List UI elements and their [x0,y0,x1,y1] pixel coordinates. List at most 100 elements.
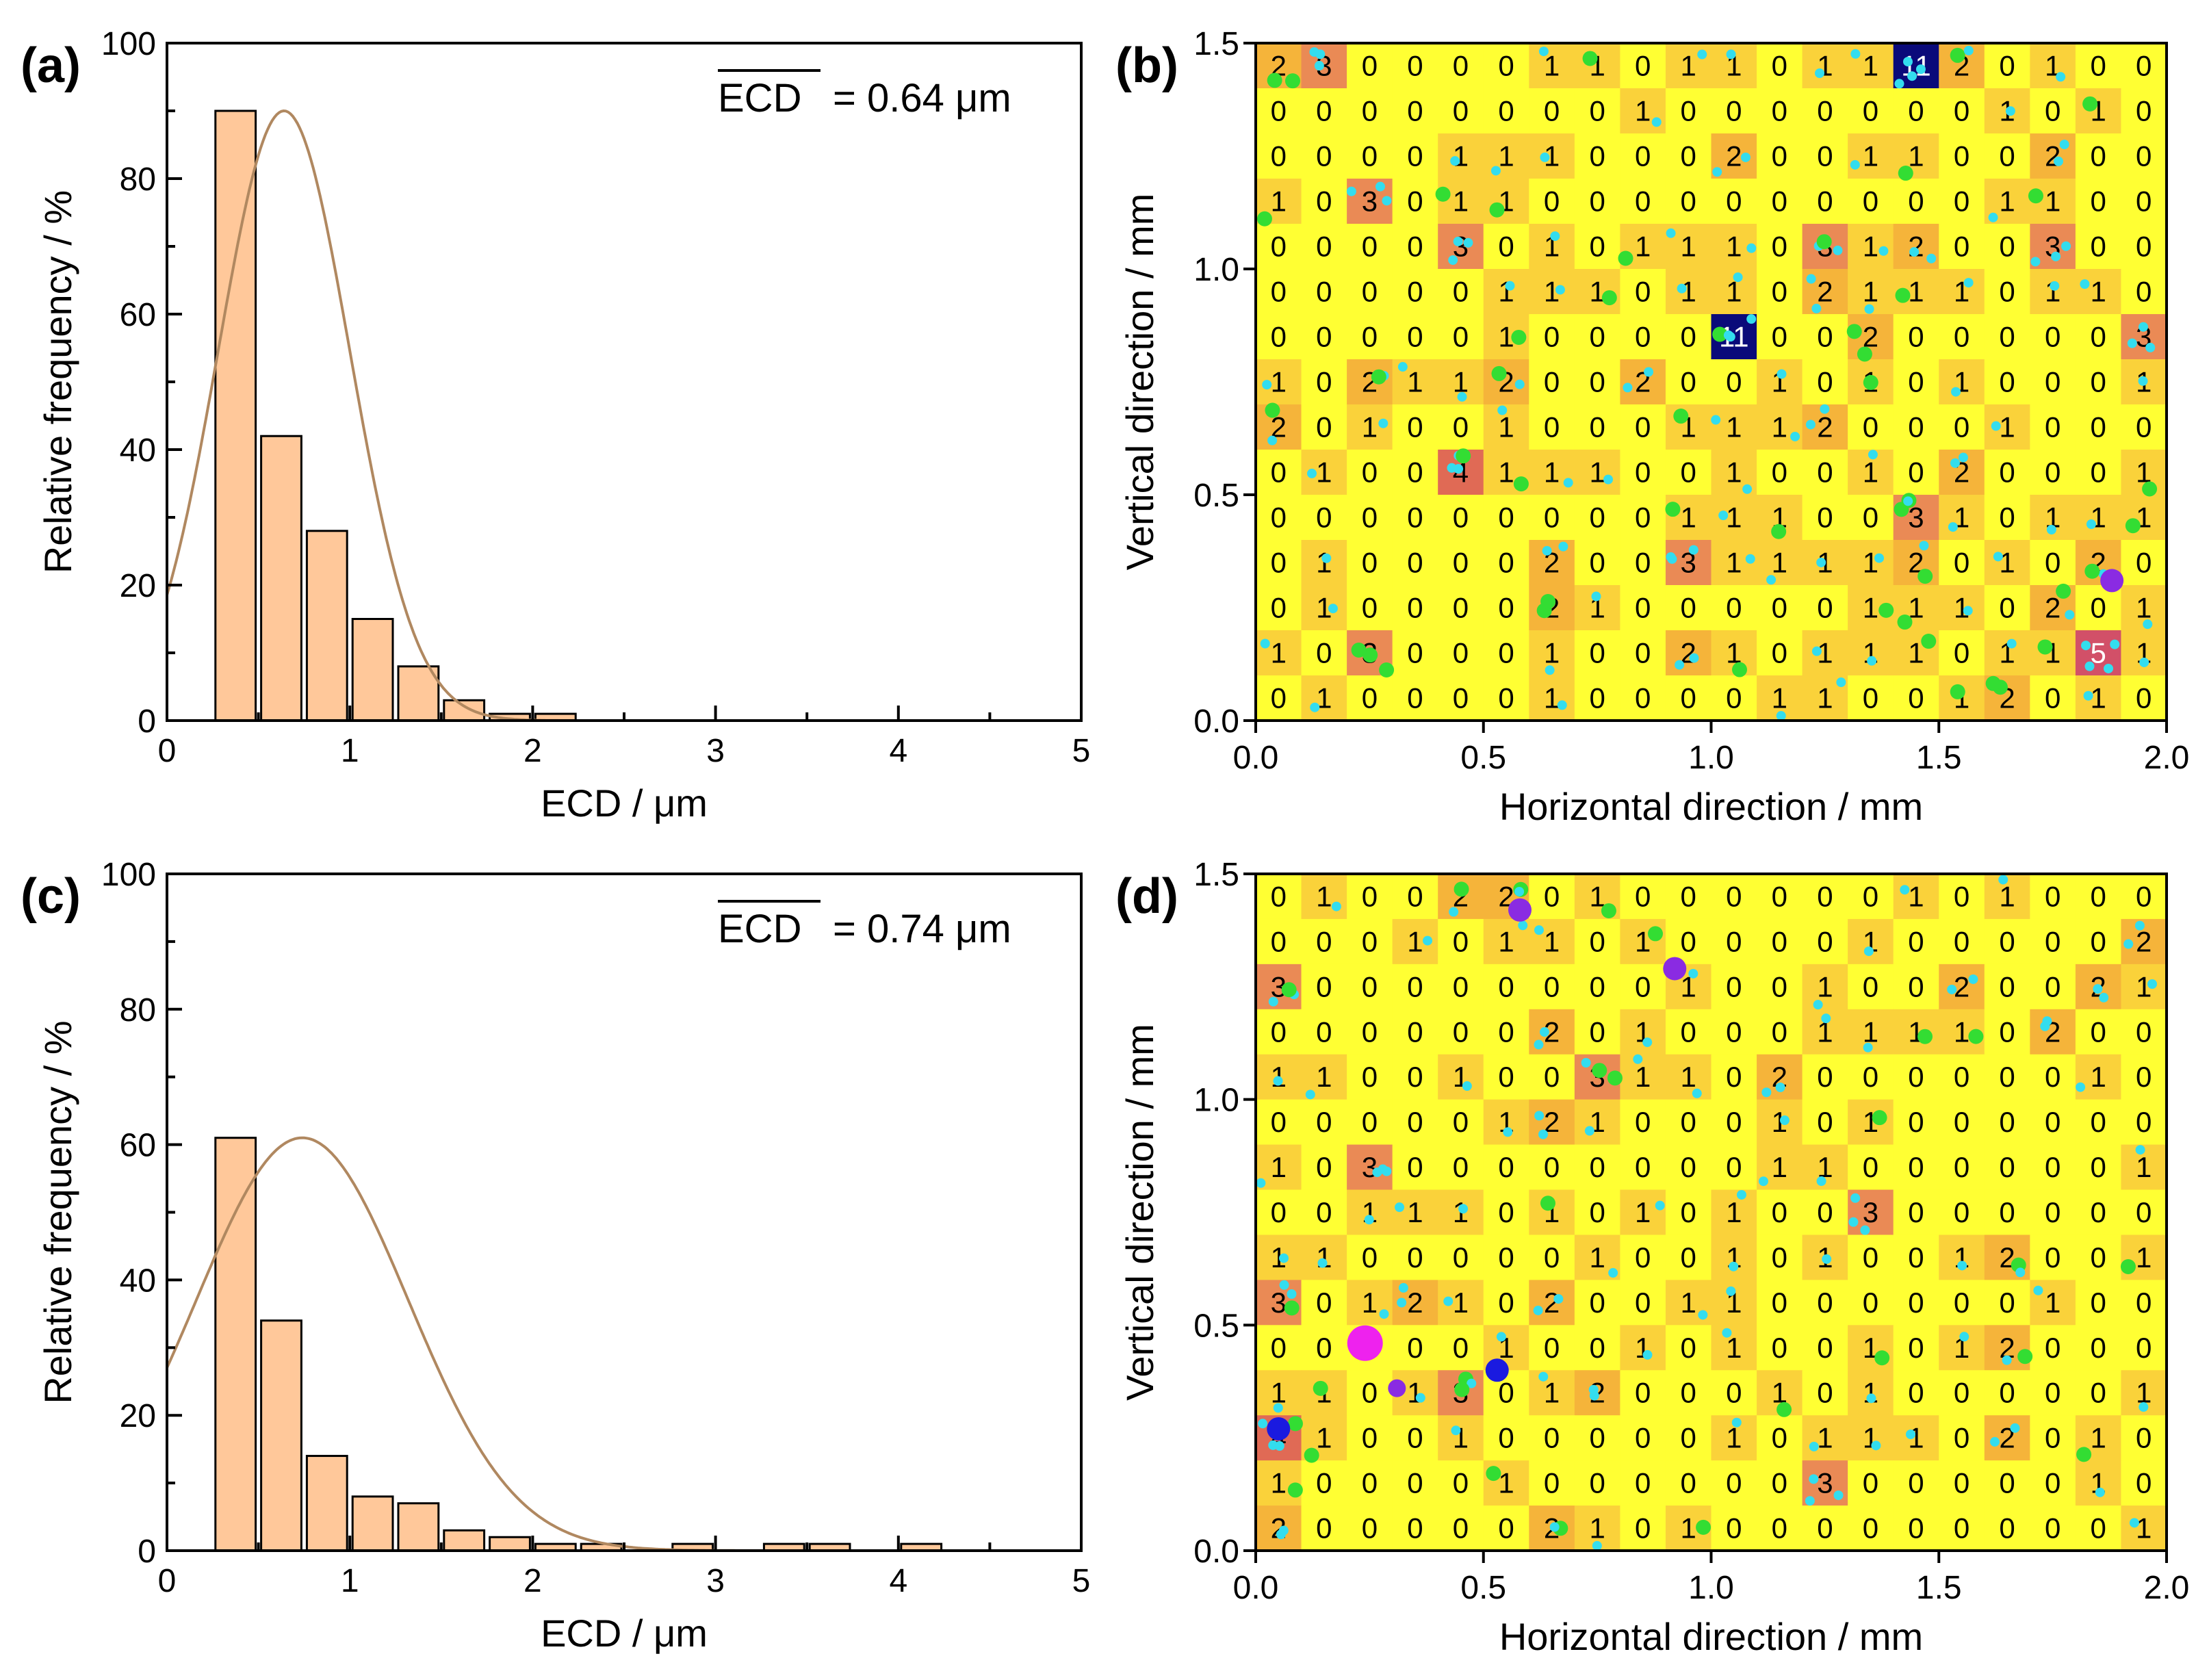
cell-count: 0 [2045,1196,2061,1228]
cell-count: 1 [1863,592,1878,624]
cell-count: 0 [1726,682,1742,714]
cell-count: 1 [1772,411,1787,443]
grid-cell [2121,1099,2167,1146]
grid-cell [1347,1009,1393,1055]
cell-count: 0 [1681,1016,1696,1048]
grid-cell [2075,630,2121,676]
grid-cell [2030,1189,2076,1235]
cell-count: 0 [1817,1512,1833,1545]
grid-cell [1757,1235,1803,1280]
grid-cell [1848,224,1894,270]
grid-cell [1939,585,1985,631]
x-tick-label: 0.5 [1460,1570,1506,1606]
grid-cell [1574,1144,1620,1191]
particle-green [1917,569,1933,584]
cell-count: 0 [1681,592,1696,624]
cell-count: 0 [1635,1467,1651,1499]
cell-count: 0 [2045,1377,2061,1409]
grid-cell [1620,964,1666,1010]
grid-cell [1392,1415,1438,1461]
particle-green [2120,1259,2136,1275]
cell-count: 0 [1271,95,1287,127]
cell-count: 0 [1544,1241,1560,1274]
cell-count: 0 [1863,1287,1878,1319]
cell-count: 0 [1453,1332,1469,1364]
cell-count: 0 [1453,321,1469,353]
grid-cell [1665,269,1711,315]
particle-cyan [1542,545,1552,556]
x-tick-label: 4 [889,1563,907,1599]
cell-count: 1 [1544,1377,1560,1409]
grid-cell [1301,224,1347,270]
grid-cell [1574,675,1620,721]
grid-cell [1711,964,1757,1010]
cell-count: 0 [1544,880,1560,912]
cell-count: 0 [1635,1377,1651,1409]
grid-cell [1665,1099,1711,1146]
cell-count: 0 [2045,366,2061,398]
grid-cell [2121,224,2167,270]
grid-cell [2030,404,2076,450]
cell-count: 0 [1817,1061,1833,1093]
particle-cyan [1443,1296,1454,1306]
grid-cell [2121,540,2167,586]
cell-count: 0 [1908,1287,1924,1319]
cell-count: 0 [1362,231,1378,263]
grid-cell [1893,314,1939,360]
x-tick-label: 0.0 [1233,1570,1279,1606]
cell-count: 1 [1589,880,1605,912]
cell-count: 1 [1681,1512,1696,1545]
cell-count: 0 [2136,231,2152,263]
grid-cell [2075,359,2121,405]
particle-cyan [1731,1417,1742,1427]
particle-cyan [1850,1193,1861,1203]
grid-cell [1301,630,1347,676]
particle-green [1895,287,1911,303]
histogram-bar [489,1536,531,1552]
grid-cell [1301,88,1347,134]
grid-cell [1574,1460,1620,1506]
particle-green [2037,639,2053,655]
grid-cell [2030,269,2076,315]
particle-green [1265,402,1280,418]
cell-count: 0 [1453,1467,1469,1499]
cell-count: 0 [1362,50,1378,82]
grid-cell [1301,1505,1347,1551]
cell-count: 0 [1999,1151,2015,1183]
cell-count: 2 [1954,970,1969,1003]
particle-cyan [2135,1145,2145,1155]
grid-cell [1802,918,1848,965]
cell-count: 1 [1681,276,1696,308]
cell-count: 1 [1271,1241,1287,1274]
particle-cyan [2056,72,2066,82]
particle-green [1287,1482,1303,1498]
grid-cell [1711,1054,1757,1100]
grid-cell [2075,1460,2121,1506]
particle-cyan [1745,554,1755,564]
grid-cell [1848,964,1894,1010]
cell-count: 0 [1635,1422,1651,1454]
cell-count: 1 [1316,1061,1332,1093]
cell-count: 0 [1772,321,1787,353]
cell-count: 0 [1316,140,1332,172]
cell-count: 0 [1589,1422,1605,1454]
cell-count: 0 [1362,970,1378,1003]
particle-cyan [1651,117,1662,127]
cell-count: 0 [1407,502,1423,534]
grid-cell [1802,43,1848,89]
particle-cyan [2145,342,2156,352]
cell-count: 1 [1817,970,1833,1003]
cell-count: 0 [1453,637,1469,669]
grid-cell [1620,1505,1666,1551]
grid-cell [1574,43,1620,89]
grid-cell [1893,359,1939,405]
grid-cell [1574,314,1620,360]
grid-cell [1939,1415,1985,1461]
grid-cell [1711,359,1757,405]
cell-count: 0 [1999,366,2015,398]
cell-count: 0 [2136,140,2152,172]
cell-count: 0 [1863,880,1878,912]
grid-cell [1984,359,2030,405]
grid-cell [2075,1144,2121,1191]
particle-cyan [1850,159,1860,170]
